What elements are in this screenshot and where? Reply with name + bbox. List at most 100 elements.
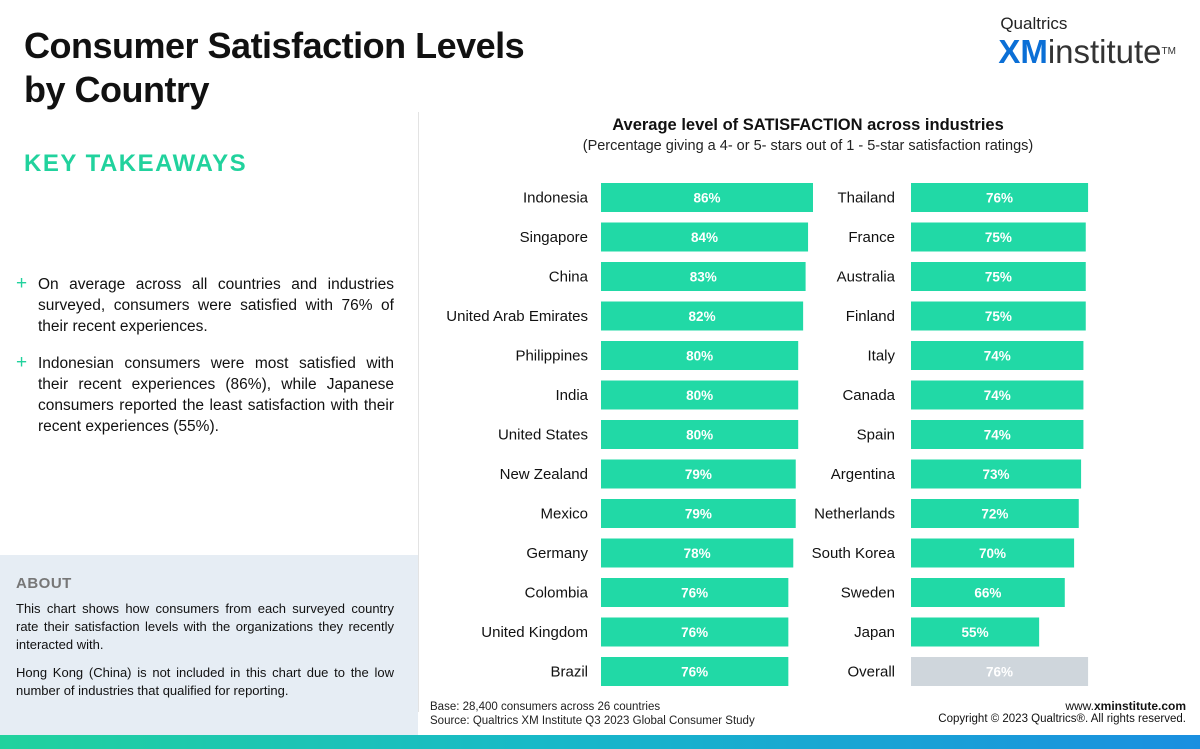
category-label-thailand: Thailand (837, 190, 895, 207)
bar-sweden (911, 578, 1065, 607)
category-label-argentina: Argentina (831, 466, 896, 483)
bar-thailand (911, 183, 1089, 212)
bar-france (911, 222, 1086, 252)
category-label-sweden: Sweden (841, 585, 895, 602)
value-label-singapore: 84% (691, 230, 718, 245)
category-label-united-states: United States (498, 427, 588, 444)
category-label-brazil: Brazil (550, 664, 588, 681)
value-label-japan: 55% (962, 625, 989, 640)
value-label-argentina: 73% (983, 467, 1010, 482)
takeaway-item: + On average across all countries and in… (16, 274, 394, 337)
category-label-philippines: Philippines (515, 348, 588, 365)
bar-canada (911, 380, 1084, 410)
bar-new-zealand (601, 459, 796, 489)
category-label-finland: Finland (846, 308, 895, 325)
value-label-canada: 74% (984, 388, 1011, 403)
bar-united-arab-emirates (601, 301, 804, 331)
about-heading: ABOUT (16, 575, 72, 592)
value-label-brazil: 76% (681, 665, 708, 680)
value-label-australia: 75% (985, 270, 1012, 285)
bar-singapore (601, 222, 809, 252)
page-title: Consumer Satisfaction Levels by Country (24, 24, 525, 112)
bar-spain (911, 420, 1084, 449)
value-label-united-states: 80% (686, 428, 713, 443)
brand-company: Qualtrics (1000, 14, 1068, 33)
brand-trademark: TM (1161, 46, 1176, 57)
category-label-united-arab-emirates: United Arab Emirates (446, 308, 588, 325)
chart-title: Average level of SATISFACTION across ind… (612, 116, 1004, 134)
title-line-2: by Country (24, 69, 210, 110)
base-note: Base: 28,400 consumers across 26 countri… (430, 701, 661, 713)
takeaways-list: + On average across all countries and in… (16, 274, 394, 453)
bar-australia (911, 262, 1086, 291)
category-label-overall: Overall (847, 664, 895, 681)
bar-netherlands (911, 499, 1079, 528)
bar-indonesia (601, 183, 813, 212)
value-label-indonesia: 86% (693, 191, 720, 206)
category-label-new-zealand: New Zealand (500, 466, 588, 483)
plus-icon: + (16, 273, 28, 294)
takeaway-text: On average across all countries and indu… (38, 276, 394, 335)
title-line-1: Consumer Satisfaction Levels (24, 25, 525, 66)
category-label-france: France (848, 229, 895, 246)
bar-mexico (601, 499, 796, 528)
value-label-overall: 76% (986, 665, 1013, 680)
bar-brazil (601, 657, 789, 686)
category-label-spain: Spain (857, 427, 895, 444)
brand-wordmark: XMinstituteTM (998, 34, 1176, 70)
category-label-south-korea: South Korea (812, 545, 896, 562)
value-label-netherlands: 72% (981, 507, 1008, 522)
bar-china (601, 262, 806, 291)
category-label-italy: Italy (867, 348, 895, 365)
value-label-finland: 75% (985, 309, 1012, 324)
brand-logo: Qualtrics XMinstituteTM (998, 14, 1176, 70)
value-label-india: 80% (686, 388, 713, 403)
value-label-south-korea: 70% (979, 546, 1006, 561)
value-label-germany: 78% (684, 546, 711, 561)
value-label-spain: 74% (984, 428, 1011, 443)
bottom-gradient-bar (0, 735, 1200, 749)
takeaways-heading: KEY TAKEAWAYS (24, 150, 248, 177)
value-label-france: 75% (985, 230, 1012, 245)
bar-japan (911, 617, 1040, 647)
bar-south-korea (911, 538, 1075, 568)
about-panel: ABOUT This chart shows how consumers fro… (0, 555, 418, 735)
bar-italy (911, 341, 1084, 370)
bar-india (601, 380, 799, 410)
about-paragraph: This chart shows how consumers from each… (16, 601, 394, 652)
category-label-colombia: Colombia (525, 585, 589, 602)
category-label-singapore: Singapore (520, 229, 588, 246)
category-label-australia: Australia (837, 269, 896, 286)
bar-philippines (601, 341, 799, 370)
value-label-sweden: 66% (974, 586, 1001, 601)
brand-institute: institute (1047, 33, 1162, 70)
bar-united-kingdom (601, 617, 789, 647)
value-label-philippines: 80% (686, 349, 713, 364)
brand-xm: XM (998, 33, 1048, 70)
value-label-mexico: 79% (685, 507, 712, 522)
category-label-canada: Canada (842, 387, 895, 404)
website-link[interactable]: www.xminstitute.com (1065, 699, 1186, 713)
takeaway-text: Indonesian consumers were most satisfied… (38, 355, 394, 435)
takeaway-item: + Indonesian consumers were most satisfi… (16, 353, 394, 437)
category-label-germany: Germany (526, 545, 588, 562)
value-label-italy: 74% (984, 349, 1011, 364)
copyright: Copyright © 2023 Qualtrics®. All rights … (938, 713, 1186, 725)
bar-overall (911, 657, 1089, 686)
bar-finland (911, 301, 1086, 331)
source-note: Source: Qualtrics XM Institute Q3 2023 G… (430, 715, 755, 727)
category-label-mexico: Mexico (540, 506, 588, 523)
category-label-united-kingdom: United Kingdom (481, 624, 588, 641)
plus-icon: + (16, 352, 28, 373)
category-label-indonesia: Indonesia (523, 190, 589, 207)
value-label-thailand: 76% (986, 191, 1013, 206)
website-prefix: www. (1065, 699, 1094, 713)
category-label-china: China (549, 269, 589, 286)
bar-argentina (911, 459, 1082, 489)
value-label-united-arab-emirates: 82% (689, 309, 716, 324)
value-label-united-kingdom: 76% (681, 625, 708, 640)
category-label-netherlands: Netherlands (814, 506, 895, 523)
value-label-new-zealand: 79% (685, 467, 712, 482)
about-paragraph: Hong Kong (China) is not included in thi… (16, 665, 394, 698)
